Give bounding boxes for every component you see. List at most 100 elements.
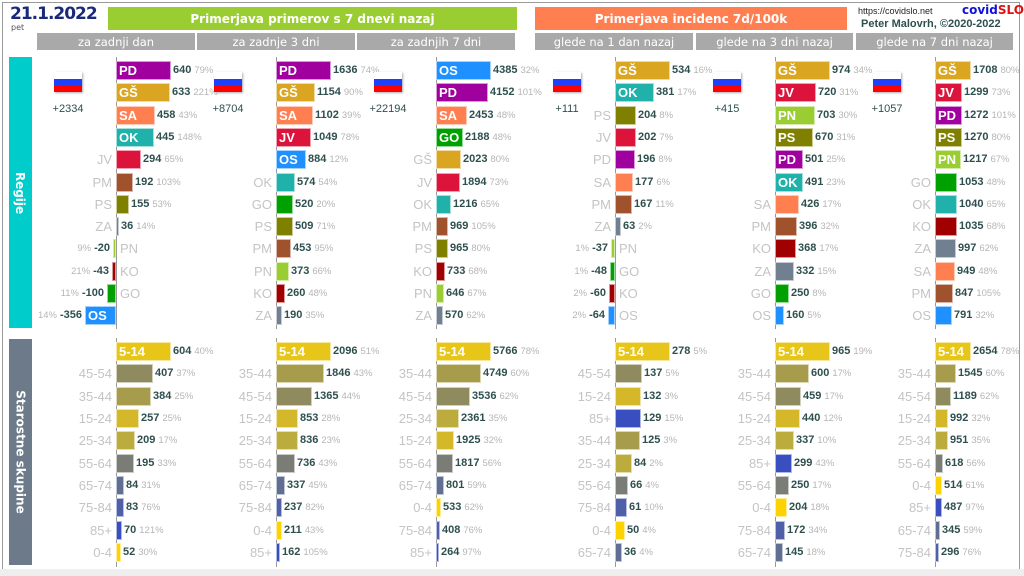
bar-label: 65-74: [238, 478, 272, 494]
bar-value: 299 43%: [794, 456, 835, 469]
regions-section-label: Regije: [9, 57, 32, 328]
bar: [615, 342, 670, 361]
bar-value: 2453 48%: [469, 108, 516, 121]
bar-label: JV: [96, 152, 112, 168]
bar-value: 640 79%: [173, 64, 214, 76]
bar-label: 85+: [89, 522, 112, 538]
bar-value: 1% -37: [575, 242, 608, 255]
bar-value: 453 95%: [293, 242, 334, 255]
bar-value: 4749 60%: [483, 367, 530, 380]
bar-label: GŠ: [279, 85, 298, 101]
bar-value: 160 5%: [786, 309, 822, 322]
bar: [608, 306, 615, 326]
bar: [935, 284, 953, 303]
total-change: +22194: [369, 103, 407, 115]
slovenia-flag-icon: [873, 72, 901, 92]
bar: [935, 61, 971, 80]
bar-label: 55-64: [78, 455, 112, 471]
bar-label: OK: [778, 174, 798, 190]
axis-line: [935, 57, 936, 329]
bar-value: 204 18%: [789, 501, 830, 514]
bar-value: 125 3%: [642, 434, 678, 447]
bar-value: 345 59%: [942, 523, 983, 536]
bar-label: 35-44: [577, 433, 611, 449]
bar: [276, 61, 331, 80]
axis-line: [436, 338, 437, 567]
bar-value: 294 65%: [143, 153, 184, 166]
bar-value: 670 31%: [815, 130, 856, 143]
bar-label: 15-24: [577, 388, 611, 404]
bar: [935, 476, 942, 496]
bar: [276, 284, 285, 303]
bar: [436, 239, 448, 259]
bar-label: 35-44: [78, 388, 112, 404]
bar-label: OS: [752, 308, 771, 324]
bar: [775, 453, 792, 473]
bar-value: 337 45%: [287, 479, 328, 492]
bar-label: ZA: [754, 263, 771, 279]
bar-value: 211 43%: [284, 523, 324, 536]
bar-label: 65-74: [737, 545, 771, 561]
bar-value: 83 76%: [126, 501, 161, 514]
bar-label: PN: [253, 263, 272, 279]
bar: [935, 150, 961, 170]
bar: [775, 543, 783, 563]
bar-label: JV: [416, 174, 432, 190]
total-change: +8704: [212, 103, 244, 115]
bar-label: PM: [591, 196, 612, 212]
bar-value: 1102 39%: [315, 108, 361, 121]
bar-label: PM: [252, 241, 273, 257]
bar-value: 801 59%: [446, 479, 487, 492]
bar-label: OS: [439, 63, 458, 78]
bar-label: PS: [254, 219, 272, 235]
slovenia-flag-icon: [713, 72, 741, 92]
axis-line: [935, 338, 936, 567]
bar-value: 260 48%: [287, 287, 328, 299]
bar-value: 132 3%: [643, 389, 679, 402]
bar: [276, 453, 295, 473]
bar-label: KO: [752, 241, 771, 257]
bar: [276, 342, 331, 361]
bar: [276, 150, 306, 170]
bar: [935, 194, 957, 214]
bar-label: 5-14: [439, 344, 466, 359]
bar-value: 604 40%: [173, 345, 214, 357]
bar-label: 15-24: [78, 411, 112, 427]
bar: [436, 83, 488, 103]
bar-label: 45-54: [398, 388, 432, 404]
site-url[interactable]: https://covidslo.net: [858, 6, 933, 16]
bar-label: 0-4: [413, 500, 432, 516]
bar: [775, 217, 797, 237]
bar: [116, 217, 119, 237]
bar-label: 45-54: [737, 388, 771, 404]
bar: [615, 83, 654, 103]
bar: [615, 453, 632, 473]
bar-value: 1040 65%: [959, 197, 1006, 210]
bar-value: 3536 62%: [472, 389, 519, 402]
bar-label: OK: [413, 196, 432, 212]
bar-value: 1925 32%: [456, 434, 503, 447]
bar-label: 65-74: [577, 545, 611, 561]
bar-value: 250 8%: [791, 287, 827, 299]
bar-value: 884 12%: [308, 153, 349, 166]
bar: [775, 105, 815, 125]
bar-value: 209 17%: [137, 434, 178, 447]
bar-value: 733 68%: [447, 264, 488, 277]
bar-label: 0-4: [253, 522, 272, 538]
bar: [615, 364, 642, 384]
bar-value: 1365 44%: [314, 389, 361, 402]
tab-last-7-days: za zadnjih 7 dni: [357, 33, 515, 50]
bar: [276, 543, 280, 563]
bar: [775, 476, 789, 496]
bar-value: 4152 101%: [490, 86, 542, 99]
bar: [615, 431, 640, 451]
bar-value: 337 10%: [796, 434, 837, 447]
bar: [116, 342, 171, 361]
bar-value: 237 82%: [284, 501, 325, 514]
bar: [775, 498, 787, 518]
bar: [116, 194, 129, 214]
bar: [935, 127, 962, 147]
bar-label: 0-4: [912, 478, 931, 494]
bar: [611, 239, 615, 259]
bar: [935, 498, 942, 518]
